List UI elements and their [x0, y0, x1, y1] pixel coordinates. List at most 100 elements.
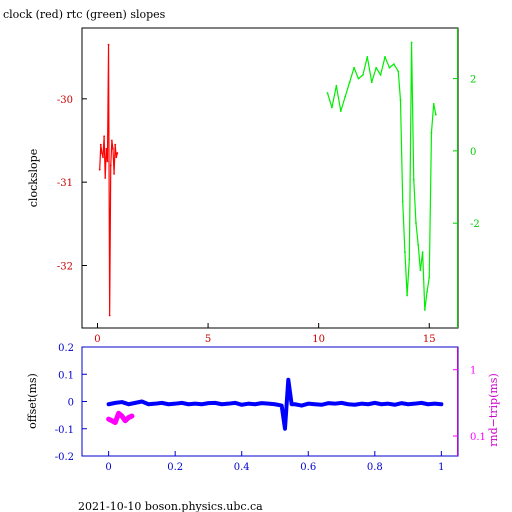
upper-y2-ticks: -2 0 2 — [453, 75, 480, 230]
series-point-rnd-trip — [114, 421, 117, 424]
upper-y-tick-label: -32 — [57, 262, 73, 273]
series-point-clock — [102, 156, 104, 159]
series-point-rtc — [417, 243, 420, 246]
series-point-offset — [160, 401, 163, 404]
series-point-rtc — [348, 81, 351, 84]
upper-x-tick-label: 0 — [94, 334, 100, 345]
series-point-rtc — [397, 70, 400, 73]
upper-y-tick-label: -31 — [57, 178, 73, 189]
series-point-offset — [313, 403, 317, 406]
series-point-rnd-trip — [107, 417, 110, 421]
series-point-offset — [340, 401, 343, 404]
series-point-offset — [320, 403, 323, 406]
series-point-rtc — [412, 178, 415, 181]
series-point-offset — [307, 402, 310, 405]
series-point-offset — [353, 403, 356, 406]
series-point-rtc — [426, 290, 428, 293]
upper-y2-tick-label: -2 — [470, 219, 480, 230]
series-point-offset — [247, 402, 250, 405]
series-point-clock — [104, 177, 107, 179]
series-point-clock — [114, 143, 117, 146]
upper-x-tick-label: 5 — [205, 334, 211, 345]
series-point-offset — [227, 402, 230, 405]
series-point-offset — [200, 403, 203, 406]
lower-series — [106, 377, 444, 431]
series-point-clock — [108, 314, 111, 317]
series-point-rtc — [401, 200, 404, 203]
upper-series — [98, 41, 437, 317]
series-point-offset — [154, 402, 157, 405]
lower-x-tick-label: 0 — [105, 462, 111, 473]
upper-x-tick-label: 15 — [423, 334, 436, 345]
series-point-rnd-trip — [130, 414, 134, 418]
upper-right-axis — [457, 28, 458, 328]
series-point-offset — [420, 401, 423, 404]
series-point-clock — [106, 160, 109, 163]
series-point-offset — [406, 403, 410, 406]
series-point-offset — [347, 403, 350, 406]
upper-y-tick-label: -30 — [57, 95, 73, 106]
series-point-offset — [194, 402, 197, 405]
series-point-offset — [426, 403, 430, 406]
series-point-rtc — [410, 41, 413, 44]
lower-x-tick-label: 0.8 — [367, 462, 383, 473]
series-point-rtc — [384, 56, 386, 58]
series-point-offset — [300, 404, 303, 407]
series-point-rtc — [326, 92, 329, 94]
series-point-rnd-trip — [124, 419, 127, 422]
upper-x-tick-label: 10 — [312, 334, 325, 345]
series-point-clock — [109, 164, 112, 167]
series-point-rnd-trip — [120, 414, 124, 418]
series-point-offset — [140, 400, 143, 403]
lower-x-tick-label: 0.4 — [234, 462, 250, 473]
lower-y2-axis-label: rnd−trip(ms) — [487, 373, 500, 447]
series-point-rnd-trip — [110, 419, 114, 422]
lower-x-tick-label: 0.2 — [167, 462, 183, 473]
lower-chart: offset(ms) rnd−trip(ms) 0 0.2 0.4 0.6 0.8 1 -… — [26, 343, 500, 473]
series-point-rtc — [366, 56, 369, 58]
series-point-offset — [290, 403, 293, 406]
series-point-offset — [400, 402, 403, 405]
lower-y-tick-label: 0 — [68, 398, 74, 409]
series-point-rtc — [419, 269, 422, 272]
series-point-offset — [174, 402, 177, 405]
series-point-rtc — [408, 258, 411, 261]
series-point-rtc — [392, 63, 395, 66]
series-point-offset — [127, 403, 130, 406]
series-point-clock — [98, 168, 101, 171]
series-line-rtc — [326, 41, 437, 311]
series-point-offset — [380, 403, 383, 406]
series-point-offset — [280, 404, 283, 407]
series-point-rtc — [375, 66, 378, 69]
upper-chart: clockslope 0 5 10 15 -32 -31 -30 -2 0 2 — [27, 27, 480, 345]
series-point-rtc — [423, 309, 426, 311]
series-point-offset — [260, 402, 263, 405]
series-point-rtc — [353, 66, 355, 69]
series-point-clock — [115, 156, 118, 159]
series-point-rtc — [370, 81, 373, 84]
series-point-clock — [105, 147, 108, 150]
upper-y2-tick-label: 2 — [470, 75, 476, 86]
series-point-offset — [433, 402, 436, 405]
chart-title: clock (red) rtc (green) slopes — [3, 8, 166, 21]
series-point-rtc — [339, 110, 342, 113]
series-point-rtc — [421, 251, 424, 253]
lower-right-axis — [457, 347, 458, 456]
upper-y-ticks: -32 -31 -30 — [57, 95, 87, 273]
series-point-rtc — [406, 294, 409, 297]
series-point-clock — [113, 172, 115, 175]
series-point-offset — [293, 403, 297, 406]
series-point-offset — [167, 403, 170, 406]
series-point-clock — [99, 143, 102, 146]
lower-y-tick-label: 0.1 — [58, 370, 74, 381]
series-point-rtc — [357, 77, 360, 80]
series-point-rnd-trip — [117, 412, 120, 415]
upper-y-axis-label: clockslope — [27, 149, 40, 207]
lower-x-tick-label: 0.6 — [300, 462, 316, 473]
series-point-rtc — [388, 66, 391, 69]
series-point-rtc — [344, 95, 347, 98]
series-point-offset — [393, 403, 396, 406]
